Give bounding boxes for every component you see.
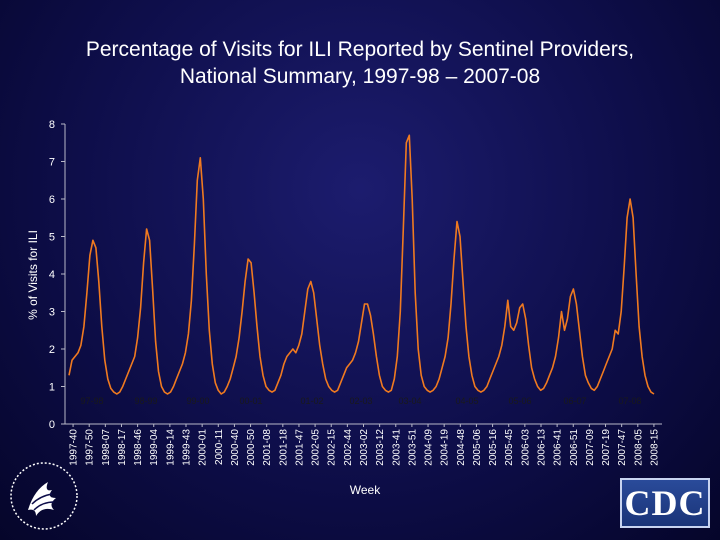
x-tick-label: 1999-43 [182,429,193,466]
y-tick-label: 0 [49,419,55,431]
season-label: 00-01 [239,396,262,406]
season-label: 99-00 [186,396,209,406]
season-label: 03-04 [398,396,421,406]
x-tick-label: 2005-06 [472,429,483,466]
x-tick-label: 2000-11 [214,429,225,465]
x-tick-label: 2006-13 [536,429,547,466]
season-label: 05-06 [508,396,531,406]
x-tick-label: 1998-07 [101,429,112,466]
x-tick-label: 2006-03 [520,429,531,466]
y-tick-label: 6 [49,194,55,206]
x-tick-labels: 1997-40 1997-50 1998-07 1998-17 1998-46 1999-… [69,429,661,466]
season-label: 98-99 [134,396,157,406]
y-tick-label: 2 [49,344,55,356]
hhs-eagle-seal-icon [8,460,80,537]
x-tick-label: 2000-50 [246,429,257,466]
y-tick-label: 8 [49,119,55,131]
x-tick-label: 2004-48 [456,429,467,466]
season-labels: 97-98 98-99 99-00 00-01 01-02 02-03 03-04 04-05… [80,396,641,406]
y-tick-label: 4 [49,269,55,281]
chart-title-line-1: Percentage of Visits for ILI Reported by… [85,38,635,61]
y-tick-labels: 0 1 2 3 4 5 6 7 8 [49,119,55,431]
x-tick-label: 2001-47 [294,429,305,466]
x-tick-label: 1997-50 [85,429,96,466]
season-label: 01-02 [300,396,323,406]
x-tick-label: 2002-44 [343,429,354,466]
chart-title-line-2: National Summary, 1997-98 – 2007-08 [179,65,541,88]
x-tick-label: 2004-19 [440,429,451,466]
season-label: 04-05 [455,396,478,406]
x-tick-label: 2000-40 [230,429,241,466]
x-tick-label: 2004-09 [424,429,435,466]
x-tick-label: 2002-05 [311,429,322,466]
x-tick-label: 2006-41 [553,429,564,466]
x-tick-label: 2002-15 [327,429,338,466]
x-tick-label: 2003-02 [359,429,370,466]
season-label: 97-98 [80,396,103,406]
x-tick-label: 2003-51 [407,429,418,466]
x-tick-label: 2005-16 [488,429,499,466]
y-tick-label: 1 [49,382,55,394]
x-tick-label: 2001-08 [262,429,273,466]
x-tick-label: 2001-18 [278,429,289,466]
x-tick-label: 2003-12 [375,429,386,466]
x-tick-label: 1998-46 [133,429,144,466]
x-tick-label: 1998-17 [117,429,128,466]
x-tick-label: 2008-05 [633,429,644,466]
cdc-logo: CDC [620,478,710,528]
y-tick-label: 7 [49,157,55,169]
season-label: 07-08 [618,396,641,406]
ili-series-line [68,134,655,395]
x-tick-label: 1999-04 [149,429,160,466]
y-axis-label: % of Visits for ILI [26,230,40,320]
x-tick-label: 2007-09 [585,429,596,466]
x-tick-label: 1999-14 [165,429,176,466]
x-tick-label: 2008-15 [649,429,660,466]
y-tick-label: 3 [49,307,55,319]
x-tick-label: 2000-01 [198,429,209,466]
x-tick-label: 2006-51 [569,429,580,466]
x-tick-label: 2005-45 [504,429,515,466]
chart-title: Percentage of Visits for ILI Reported by… [0,36,720,90]
x-axis-label: Week [350,483,381,497]
x-tick-label: 2007-19 [601,429,612,466]
chart-axes [61,123,662,427]
x-tick-label: 2003-41 [391,429,402,466]
season-label: 02-03 [349,396,372,406]
season-label: 06-07 [563,396,586,406]
y-tick-label: 5 [49,232,55,244]
x-tick-label: 2007-47 [617,429,628,466]
x-tick-label: 1997-40 [69,429,80,466]
